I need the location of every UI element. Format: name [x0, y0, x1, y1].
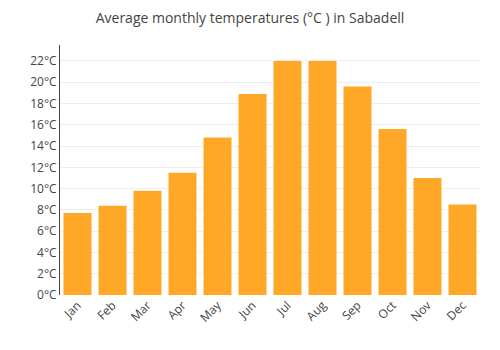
svg-text:Jun: Jun: [234, 297, 259, 322]
svg-text:4°C: 4°C: [37, 244, 57, 261]
svg-text:Mar: Mar: [127, 297, 155, 325]
svg-text:2°C: 2°C: [37, 265, 57, 282]
svg-text:Feb: Feb: [93, 297, 119, 323]
svg-text:Nov: Nov: [407, 297, 435, 325]
svg-text:10°C: 10°C: [30, 180, 57, 197]
svg-text:Aug: Aug: [302, 297, 330, 325]
svg-text:Dec: Dec: [443, 297, 470, 324]
svg-text:6°C: 6°C: [37, 222, 57, 239]
svg-text:14°C: 14°C: [30, 137, 57, 154]
svg-text:12°C: 12°C: [30, 159, 57, 176]
svg-text:Sep: Sep: [338, 297, 365, 324]
svg-text:0°C: 0°C: [37, 286, 57, 303]
svg-text:Jul: Jul: [272, 297, 294, 319]
svg-text:Apr: Apr: [164, 297, 190, 323]
svg-text:Average monthly temperatures (: Average monthly temperatures (°C ) in Sa…: [96, 8, 405, 27]
svg-text:20°C: 20°C: [30, 73, 57, 90]
svg-text:Jan: Jan: [60, 297, 85, 322]
svg-text:16°C: 16°C: [30, 116, 57, 133]
svg-text:22°C: 22°C: [30, 52, 57, 69]
svg-text:Oct: Oct: [374, 297, 400, 323]
svg-text:May: May: [196, 296, 225, 325]
svg-text:8°C: 8°C: [37, 201, 57, 218]
svg-text:18°C: 18°C: [30, 95, 57, 112]
